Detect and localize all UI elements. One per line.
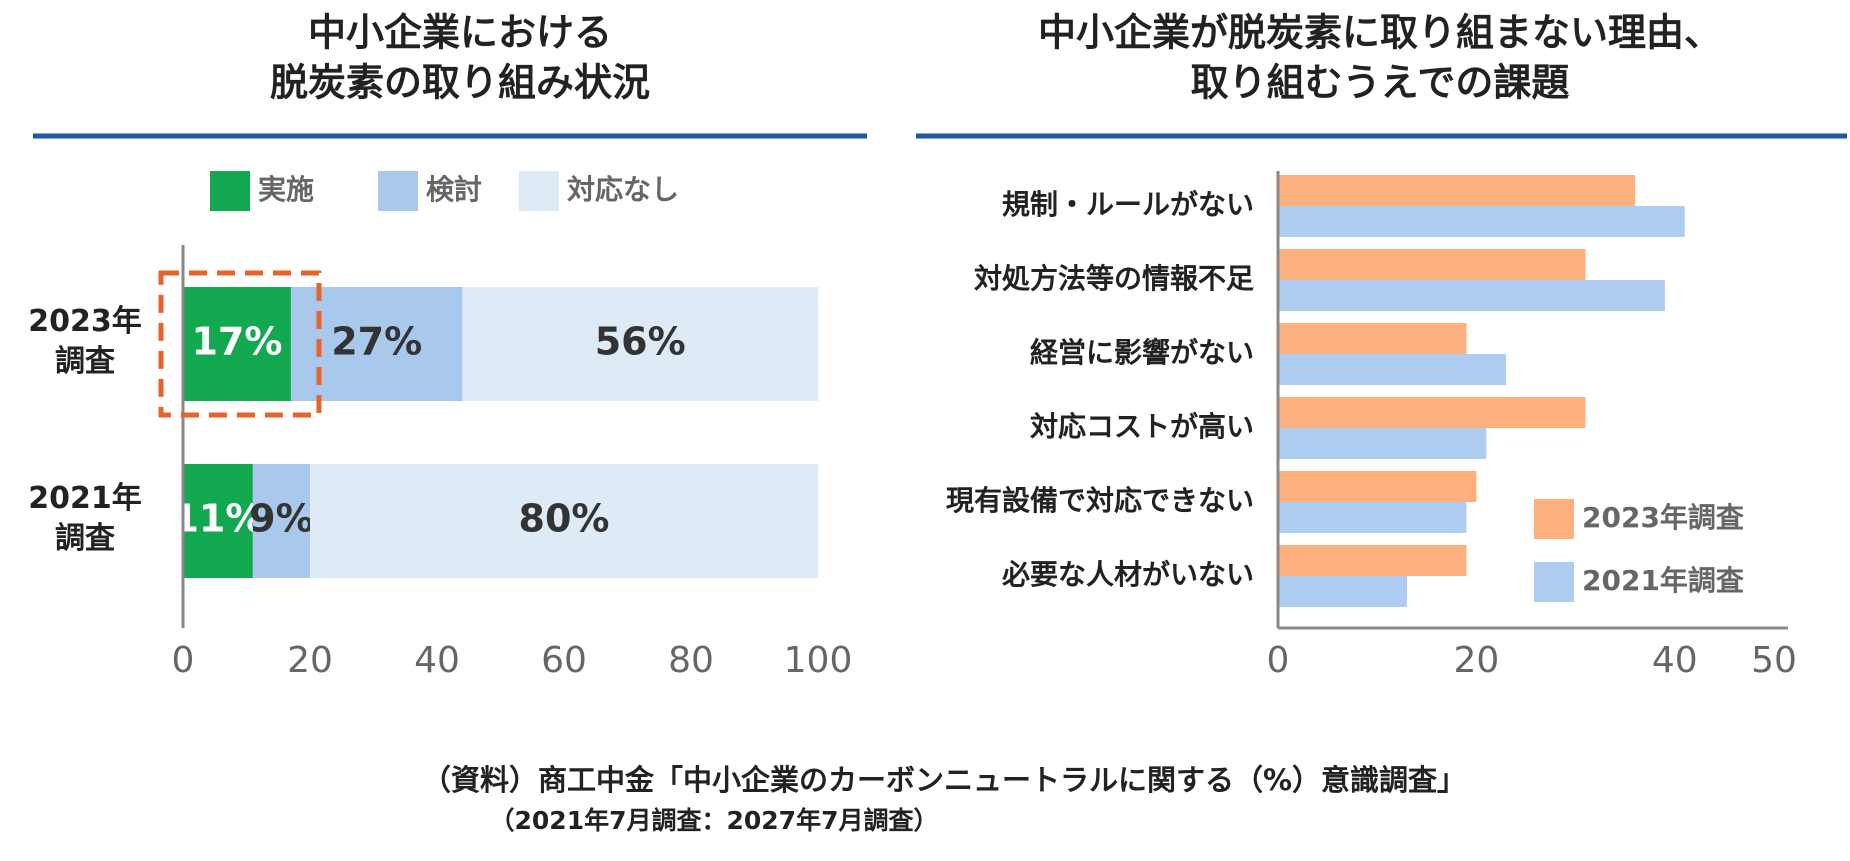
chart-title: 脱炭素の取り組み状況 [270, 61, 650, 105]
category-label-box: 2021年調査 [28, 481, 142, 556]
bar [1278, 576, 1407, 607]
legend-swatch [1534, 562, 1574, 602]
chart-title: 取り組むうえでの課題 [1191, 61, 1570, 105]
bar [462, 287, 818, 401]
x-tick-label: 60 [541, 640, 587, 681]
value-label: 56% [595, 320, 686, 364]
bar [183, 464, 253, 578]
category-label: 現有設備で対応できない [946, 484, 1254, 517]
x-tick-label: 80 [668, 640, 714, 681]
value-label: 11% [172, 497, 263, 541]
bar [1278, 206, 1685, 237]
chart-title: 中小企業における [308, 11, 612, 55]
x-tick-label: 100 [784, 640, 853, 681]
category-label: 2021年調査 [28, 481, 142, 556]
bar [252, 464, 310, 578]
x-tick-label: 0 [1267, 640, 1290, 681]
category-label: 規制・ルールがない [1002, 188, 1254, 221]
legend-label: 2023年調査 [1582, 501, 1744, 534]
bar [183, 287, 291, 401]
bar [1278, 249, 1586, 280]
source: （資料）商工中金「中小企業のカーボンニュートラルに関する（%）意識調査」 [422, 763, 1466, 797]
legend-label: 2021年調査 [1582, 564, 1744, 597]
source-note: （2021年7月調査：2027年7月調査） [490, 806, 939, 835]
x-tick-label: 50 [1751, 640, 1797, 681]
bar [1278, 545, 1467, 576]
bar [1278, 354, 1507, 385]
legend-label: 検討 [426, 173, 482, 206]
x-tick-label: 40 [414, 640, 460, 681]
legend-swatch [378, 171, 418, 211]
bar [1278, 397, 1586, 428]
category-label: 経営に影響がない [1030, 336, 1254, 369]
category-label: 対処方法等の情報不足 [974, 262, 1254, 295]
bar [1278, 280, 1665, 311]
legend-swatch [210, 171, 250, 211]
x-tick-label: 20 [287, 640, 333, 681]
bar [1278, 428, 1487, 459]
bar [310, 464, 818, 578]
chart-title: 中小企業が脱炭素に取り組まない理由、 [1038, 11, 1722, 55]
x-tick-label: 0 [172, 640, 195, 681]
category-label: 2023年調査 [28, 304, 142, 379]
legend-swatch [1534, 499, 1574, 539]
category-label: 必要な人材がいない [1002, 558, 1254, 591]
legend-swatch [519, 171, 559, 211]
bar [1278, 471, 1477, 502]
value-label: 17% [191, 320, 282, 364]
category-label-box: 2023年調査 [28, 304, 142, 379]
value-label: 9% [249, 497, 314, 541]
legend-label: 対応なし [567, 173, 679, 206]
legend-label: 実施 [258, 173, 314, 206]
category-label: 対応コストが高い [1030, 410, 1254, 443]
x-tick-label: 20 [1453, 640, 1499, 681]
highlight-box [158, 270, 322, 418]
bar [1278, 323, 1467, 354]
value-label: 27% [331, 320, 422, 364]
value-label: 80% [519, 497, 610, 541]
x-tick-label: 40 [1652, 640, 1698, 681]
bar [1278, 502, 1467, 533]
bar [1278, 175, 1636, 206]
